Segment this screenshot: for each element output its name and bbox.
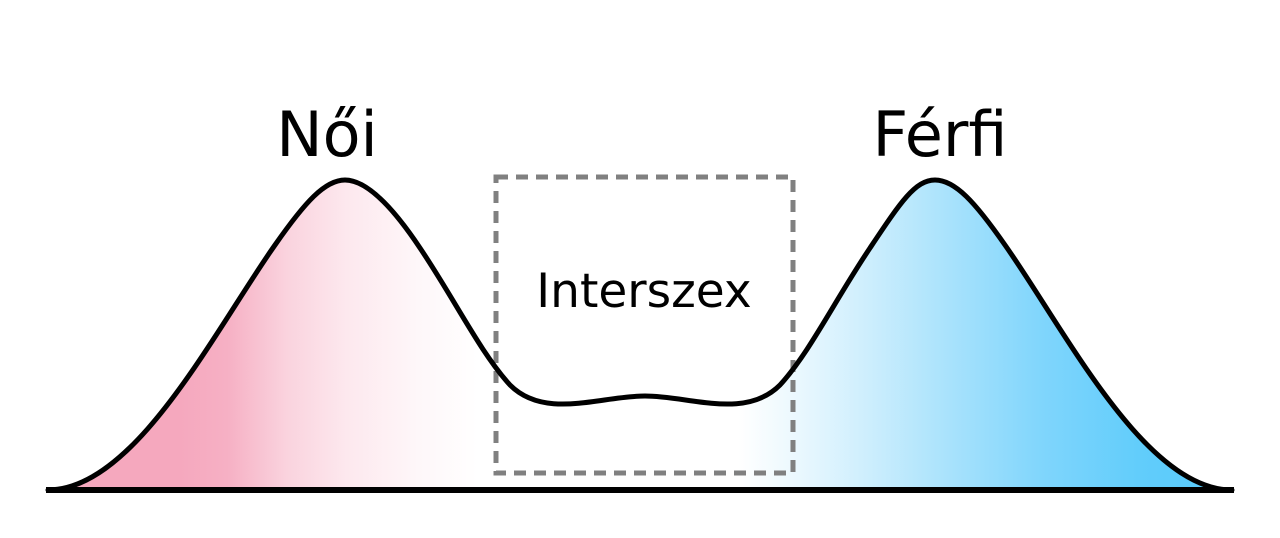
intersex-label: Interszex <box>536 264 751 319</box>
female-peak-label: Női <box>276 98 378 171</box>
male-distribution-area <box>645 180 1232 490</box>
male-area-fill <box>645 180 1232 490</box>
intersex-region-box <box>493 174 796 476</box>
female-distribution-area <box>48 180 645 490</box>
male-peak-label: Férfi <box>873 98 1008 171</box>
bimodal-curve-outline <box>45 177 1235 493</box>
female-area-fill <box>48 180 645 490</box>
